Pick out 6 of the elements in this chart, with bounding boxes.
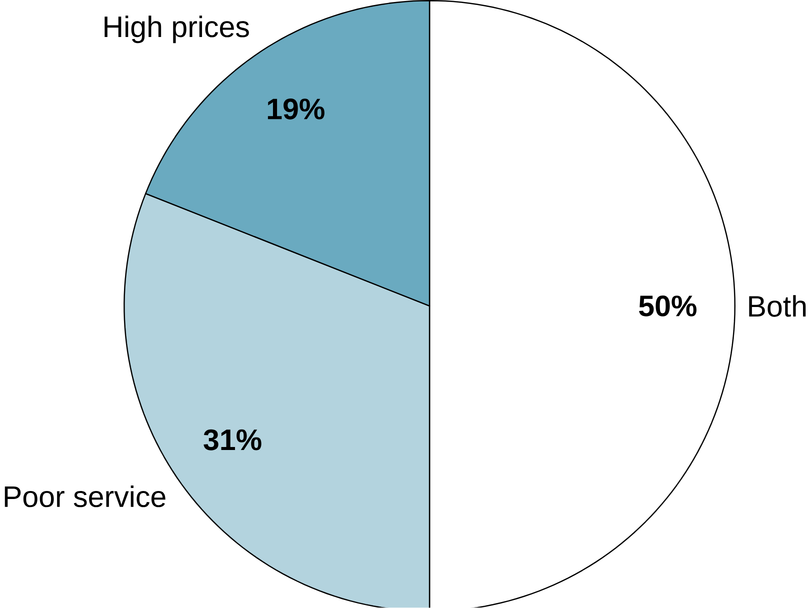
data-label: 31% — [204, 430, 262, 451]
data-label: 50% — [639, 296, 696, 317]
slice-label: Both — [749, 295, 806, 318]
slice-label: High prices — [104, 16, 249, 44]
slice-label: Poor service — [4, 486, 166, 508]
data-label: 19% — [268, 98, 324, 120]
